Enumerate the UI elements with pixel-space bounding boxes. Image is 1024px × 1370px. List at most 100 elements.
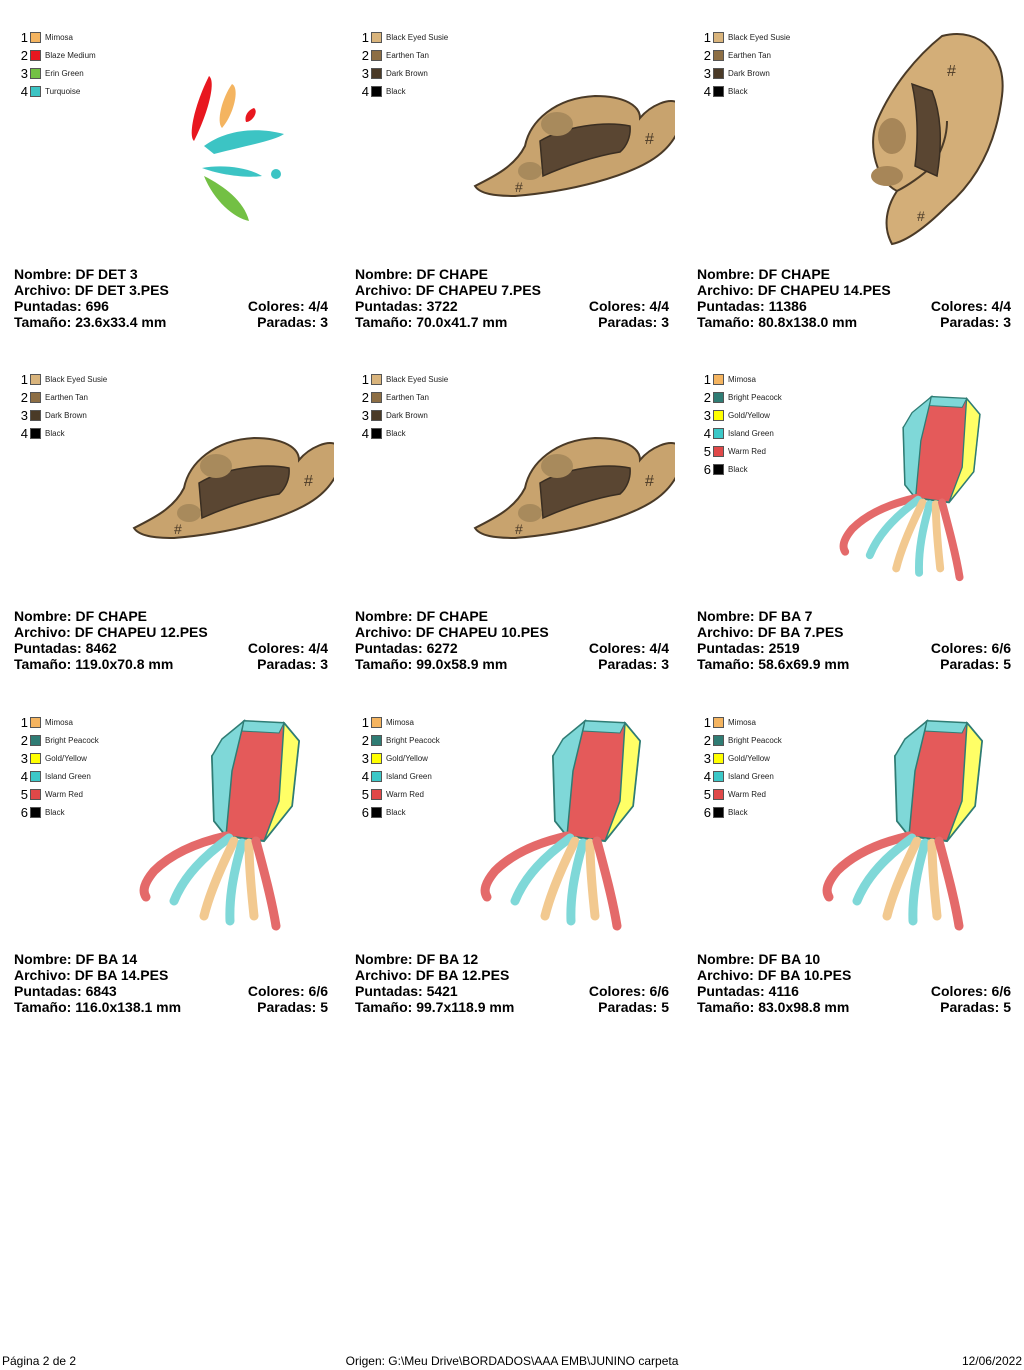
thread-color-swatch <box>371 716 382 728</box>
thread-name: Bright Peacock <box>728 735 782 745</box>
thread-legend-row: 2 Blaze Medium <box>18 46 96 64</box>
thread-number: 3 <box>20 750 28 766</box>
design-file: DF DET 3.PES <box>74 282 169 298</box>
thread-legend: 1 Mimosa 2 Blaze Medium 3 Erin Green 4 Turquois… <box>18 28 96 100</box>
design-name: DF CHAPE <box>758 266 831 282</box>
straw-hat-icon: # # <box>132 436 342 540</box>
stop-count: 5 <box>661 999 669 1015</box>
file-label: Archivo: <box>355 282 412 298</box>
design-name: DF CHAPE <box>416 266 489 282</box>
svg-text:#: # <box>645 473 654 490</box>
thread-name: Black <box>45 807 65 817</box>
stop-count: 5 <box>1003 656 1011 672</box>
thread-name: Island Green <box>728 771 774 781</box>
stops-label: Paradas: <box>598 314 658 330</box>
design-size: 99.7x118.9 mm <box>416 999 515 1015</box>
stitches-label: Puntadas: <box>14 298 82 314</box>
thread-number: 5 <box>20 786 28 802</box>
stitches-label: Puntadas: <box>355 298 423 314</box>
design-file: DF CHAPEU 7.PES <box>415 282 541 298</box>
design-preview: # # <box>797 26 1017 266</box>
file-label: Archivo: <box>697 624 754 640</box>
paper-balloon-icon <box>480 719 642 931</box>
thread-number: 2 <box>20 732 28 748</box>
thread-legend-row: 5 Warm Red <box>701 785 782 803</box>
stitch-count: 3722 <box>426 298 458 314</box>
thread-color-swatch <box>30 752 41 764</box>
thread-number: 4 <box>703 83 711 99</box>
thread-color-swatch <box>371 734 382 746</box>
thread-number: 2 <box>703 389 711 405</box>
thread-name: Warm Red <box>45 789 83 799</box>
design-preview <box>114 26 334 266</box>
thread-name: Black <box>728 464 748 474</box>
thread-legend-row: 6 Black <box>359 803 440 821</box>
stitches-label: Puntadas: <box>14 983 82 999</box>
thread-name: Black Eyed Susie <box>728 32 791 42</box>
thread-color-swatch <box>713 752 724 764</box>
stops-label: Paradas: <box>598 999 658 1015</box>
thread-legend-row: 3 Gold/Yellow <box>701 406 782 424</box>
thread-name: Blaze Medium <box>45 50 96 60</box>
thread-number: 1 <box>703 714 711 730</box>
stitch-count: 2519 <box>768 640 800 656</box>
thread-color-swatch <box>713 67 724 79</box>
design-size: 23.6x33.4 mm <box>75 314 167 330</box>
thread-legend-row: 3 Gold/Yellow <box>359 749 440 767</box>
thread-name: Island Green <box>728 428 774 438</box>
thread-number: 3 <box>20 65 28 81</box>
design-info: Nombre: DF CHAPE Archivo: DF CHAPEU 7.PE… <box>355 266 669 330</box>
svg-text:#: # <box>304 473 313 490</box>
thread-legend-row: 4 Island Green <box>18 767 99 785</box>
thread-number: 2 <box>20 47 28 63</box>
name-label: Nombre: <box>355 266 413 282</box>
color-count: 6/6 <box>991 640 1011 656</box>
thread-name: Mimosa <box>45 717 74 727</box>
thread-color-swatch <box>30 409 41 421</box>
thread-color-swatch <box>713 391 724 403</box>
thread-number: 5 <box>361 786 369 802</box>
thread-color-swatch <box>713 716 724 728</box>
thread-name: Black <box>45 428 65 438</box>
thread-legend-row: 4 Black <box>359 424 448 442</box>
design-name: DF BA 10 <box>758 951 821 967</box>
thread-legend-row: 1 Black Eyed Susie <box>359 370 449 388</box>
name-label: Nombre: <box>14 608 72 624</box>
thread-legend-row: 6 Black <box>701 803 782 821</box>
thread-legend-row: 1 Mimosa <box>701 713 782 731</box>
design-name: DF CHAPE <box>75 608 148 624</box>
name-label: Nombre: <box>697 608 755 624</box>
design-name: DF BA 12 <box>416 951 479 967</box>
stop-count: 3 <box>320 656 328 672</box>
colors-label: Colores: <box>930 640 988 656</box>
design-file: DF BA 12.PES <box>415 967 510 983</box>
straw-hat-icon: # # <box>871 33 1004 246</box>
design-name: DF BA 7 <box>758 608 813 624</box>
file-label: Archivo: <box>14 282 71 298</box>
thread-legend-row: 1 Mimosa <box>18 28 96 46</box>
confetti-icon <box>191 76 284 221</box>
thread-name: Warm Red <box>728 789 766 799</box>
colors-label: Colores: <box>930 983 988 999</box>
thread-number: 2 <box>703 732 711 748</box>
thread-number: 3 <box>703 65 711 81</box>
thread-number: 2 <box>361 389 369 405</box>
page-number: Página 2 de 2 <box>2 1354 77 1368</box>
thread-number: 6 <box>703 804 711 820</box>
thread-legend-row: 2 Earthen Tan <box>359 388 448 406</box>
thread-legend-row: 3 Gold/Yellow <box>701 749 782 767</box>
stitches-label: Puntadas: <box>697 640 765 656</box>
svg-text:#: # <box>515 179 523 195</box>
thread-legend-row: 1 Black Eyed Susie <box>18 370 108 388</box>
design-info: Nombre: DF BA 7 Archivo: DF BA 7.PES Pun… <box>697 608 1011 672</box>
design-file: DF BA 14.PES <box>74 967 169 983</box>
thread-color-swatch <box>30 373 41 385</box>
size-label: Tamaño: <box>14 656 72 672</box>
name-label: Nombre: <box>697 266 755 282</box>
design-preview <box>797 368 1017 608</box>
design-card: 1 Black Eyed Susie 2 Earthen Tan 3 Dark Brown… <box>14 368 342 688</box>
thread-legend-row: 2 Earthen Tan <box>359 46 448 64</box>
thread-name: Bright Peacock <box>728 392 782 402</box>
name-label: Nombre: <box>14 951 72 967</box>
design-card: 1 Mimosa 2 Blaze Medium 3 Erin Green 4 Turquois… <box>14 26 334 346</box>
